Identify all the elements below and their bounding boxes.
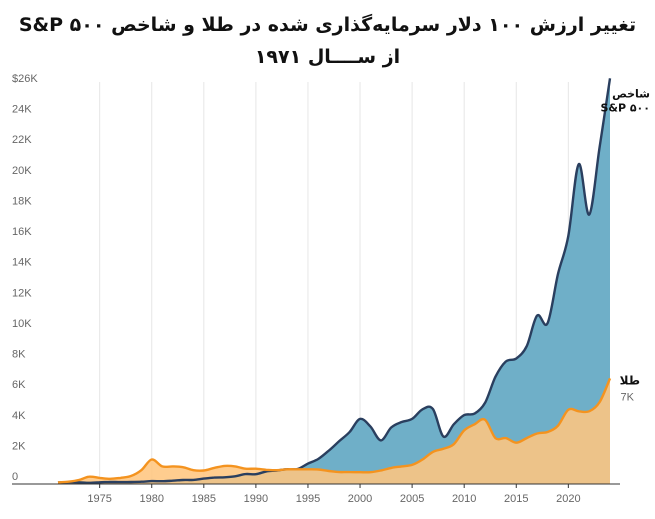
- y-tick-label-2000: 2K: [12, 440, 26, 452]
- y-tick-label-12000: 12K: [12, 287, 32, 299]
- series-labels: شاخص S&P ۵۰۰ طلا 7K: [600, 87, 650, 403]
- x-axis-ticks: 1975 1980 1985 1990 1995 2000 2005 2010 2015 2020: [87, 484, 581, 505]
- y-tick-label-6000: 6K: [12, 379, 26, 391]
- x-tick-label-2005: 2005: [400, 493, 424, 505]
- sp500-line: [57, 78, 612, 484]
- sp500-label-line2: S&P ۵۰۰: [600, 101, 650, 114]
- x-tick-label-1995: 1995: [296, 493, 320, 505]
- y-tick-label-26000: $26K: [12, 73, 38, 85]
- x-tick-label-1975: 1975: [87, 493, 111, 505]
- y-tick-label-14000: 14K: [12, 257, 32, 269]
- gold-label: طلا: [620, 373, 640, 387]
- series-areas: [58, 78, 610, 485]
- x-tick-label-2015: 2015: [504, 493, 528, 505]
- grid-lines: [99, 82, 569, 484]
- x-tick-label-1980: 1980: [139, 493, 163, 505]
- y-tick-label-20000: 20K: [12, 165, 32, 177]
- y-tick-label-18000: 18K: [12, 195, 32, 207]
- x-tick-label-1990: 1990: [244, 493, 268, 505]
- series-lines: [57, 78, 612, 484]
- y-tick-label-22000: 22K: [12, 134, 32, 146]
- x-tick-label-2000: 2000: [348, 493, 372, 505]
- sp500-label-line1: شاخص: [612, 87, 650, 100]
- chart-title-line2: از ســــال ۱۹۷۱: [254, 46, 401, 68]
- gold-line: [57, 377, 612, 484]
- y-tick-label-16000: 16K: [12, 226, 32, 238]
- y-axis-ticks: 0 2K 4K 6K 8K 10K 12K 14K 16K 18K 20K 22K 24K $26K: [12, 73, 38, 483]
- sp500-area: [58, 78, 610, 485]
- gold-value-label: 7K: [621, 391, 635, 403]
- y-tick-label-24000: 24K: [12, 104, 32, 116]
- y-tick-label-0: 0: [12, 471, 18, 483]
- x-tick-label-1985: 1985: [192, 493, 216, 505]
- y-tick-label-8000: 8K: [12, 349, 26, 361]
- x-tick-label-2020: 2020: [556, 493, 580, 505]
- gold-area: [58, 378, 610, 484]
- x-tick-label-2010: 2010: [452, 493, 476, 505]
- y-tick-label-10000: 10K: [12, 318, 32, 330]
- y-tick-label-4000: 4K: [12, 410, 26, 422]
- chart-title-line1: تغییر ارزش ۱۰۰ دلار سرمایه‌گذاری شده در …: [18, 14, 637, 36]
